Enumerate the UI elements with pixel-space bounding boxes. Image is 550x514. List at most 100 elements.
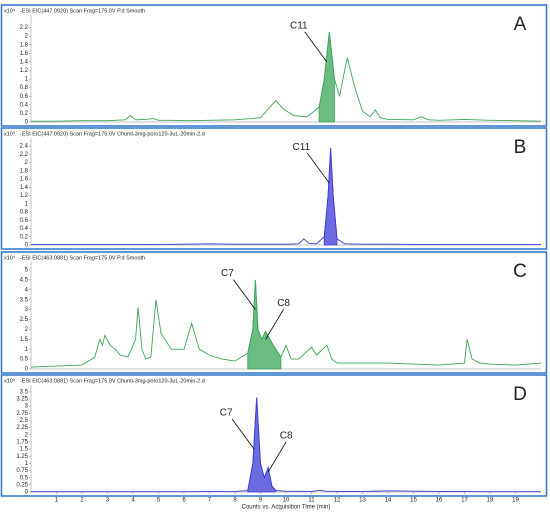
x-tick-label: 18 [487, 498, 494, 504]
annotation-arrow [267, 441, 287, 473]
y-tick-label: 2.5 [20, 317, 29, 323]
x-tick-label: 9 [259, 498, 263, 504]
y-tick-label: 3.5 [20, 297, 29, 303]
y-tick-label: 0 [25, 367, 29, 373]
panel-frame [0, 4, 548, 127]
y-tick-label: 2.2 [20, 25, 29, 31]
y-tick-label: 1.5 [20, 337, 29, 343]
x-tick-label: 11 [308, 498, 315, 504]
y-multiplier: x10³ [4, 131, 15, 137]
x-tick-label: 5 [157, 498, 161, 504]
y-tick-label: 0.4 [20, 102, 29, 108]
trace-line [30, 279, 542, 368]
y-tick-label: 0.6 [20, 218, 29, 224]
y-tick-label: 1.4 [20, 59, 29, 65]
y-tick-label: 0.25 [16, 482, 28, 488]
trace-line [31, 397, 541, 493]
y-tick-label: 1.2 [20, 68, 29, 74]
x-tick-label: 1 [55, 498, 59, 504]
peak-fill [318, 31, 335, 123]
annotation-label: C8 [277, 298, 290, 309]
y-tick-label: 4.5 [20, 277, 29, 283]
y-tick-label: 0 [25, 120, 29, 126]
x-tick-label: 2 [80, 498, 84, 504]
y-tick-label: 2 [25, 34, 29, 40]
panel-header: -ESI EIC(447.0920) Scan Frag=175.0V Chun… [20, 131, 205, 137]
annotation-arrow [307, 152, 330, 184]
annotation-label: C11 [293, 142, 311, 153]
y-tick-label: 4 [25, 287, 29, 293]
y-tick-label: 1 [25, 201, 29, 207]
x-tick-label: 10 [283, 498, 290, 504]
x-tick-label: 13 [359, 498, 366, 504]
y-tick-label: 1.5 [20, 447, 29, 453]
panel-header: -ESI EIC(447.0920) Scan Frag=175.0V P.d … [20, 8, 145, 14]
y-tick-label: 0 [25, 490, 29, 496]
y-tick-label: 1 [25, 77, 29, 83]
annotation-arrow [231, 418, 255, 450]
y-tick-label: 1.8 [20, 168, 29, 174]
y-tick-label: 0.4 [20, 226, 29, 232]
y-tick-label: 0.8 [20, 85, 29, 91]
y-tick-label: 2.5 [20, 418, 29, 424]
panel-frame [0, 127, 548, 250]
annotation-arrow [233, 279, 256, 310]
x-tick-label: 15 [410, 498, 417, 504]
y-tick-label: 0 [25, 243, 29, 249]
y-tick-label: 0.5 [20, 357, 29, 363]
y-tick-label: 3 [25, 404, 29, 410]
x-tick-label: 7 [208, 498, 212, 504]
peak-fill [247, 397, 277, 493]
y-tick-label: 2 [25, 432, 29, 438]
annotation-arrow [304, 31, 328, 63]
panel-frame [0, 251, 548, 374]
annotation-label: C7 [220, 408, 233, 419]
y-tick-label: 0.2 [20, 234, 29, 240]
y-tick-label: 1 [25, 347, 29, 353]
panel-frame [0, 374, 548, 497]
panel-label: C [513, 261, 527, 282]
y-tick-label: 0.75 [16, 468, 28, 474]
y-tick-label: 1.6 [20, 177, 29, 183]
y-multiplier: x10³ [4, 378, 15, 384]
x-tick-label: 19 [512, 498, 519, 504]
x-tick-label: 6 [182, 498, 186, 504]
x-tick-label: 16 [436, 498, 443, 504]
x-axis-title: Counts vs. Acquisition Time (min) [242, 505, 331, 511]
y-multiplier: x10⁴ [4, 254, 16, 261]
peak-fill [323, 148, 338, 246]
y-tick-label: 0.2 [20, 111, 29, 117]
y-tick-label: 2.4 [20, 144, 29, 150]
y-tick-label: 1.2 [20, 193, 29, 199]
y-tick-label: 3 [25, 307, 29, 313]
trace-line [31, 148, 541, 246]
y-tick-label: 0.8 [20, 210, 29, 216]
panel-header: -ESI EIC(463.0881) Scan Frag=175.0V P.d … [20, 255, 145, 261]
y-tick-label: 0.6 [20, 94, 29, 100]
y-tick-label: 5 [25, 268, 29, 274]
y-tick-label: 1.6 [20, 51, 29, 57]
annotation-arrow [265, 309, 284, 340]
panel-label: B [514, 137, 527, 158]
annotation-label: C11 [290, 21, 308, 32]
x-tick-label: 8 [233, 498, 237, 504]
y-tick-label: 2.75 [16, 411, 28, 417]
y-tick-label: 2.2 [20, 152, 29, 158]
y-tick-label: 1.4 [20, 185, 29, 191]
annotation-label: C8 [280, 431, 293, 442]
trace-line [31, 31, 542, 122]
y-tick-label: 0.5 [20, 475, 29, 481]
y-tick-label: 2 [25, 327, 29, 333]
y-tick-label: 3.5 [20, 389, 29, 395]
y-tick-label: 2 [25, 160, 29, 166]
x-tick-label: 12 [334, 498, 341, 504]
y-tick-label: 1.75 [16, 440, 28, 446]
panel-label: A [514, 14, 527, 35]
y-multiplier: x10⁴ [4, 7, 16, 14]
x-tick-label: 3 [106, 498, 110, 504]
annotation-label: C7 [221, 268, 234, 279]
panel-label: D [513, 384, 527, 405]
y-tick-label: 1 [25, 461, 29, 467]
x-tick-label: 4 [131, 498, 135, 504]
